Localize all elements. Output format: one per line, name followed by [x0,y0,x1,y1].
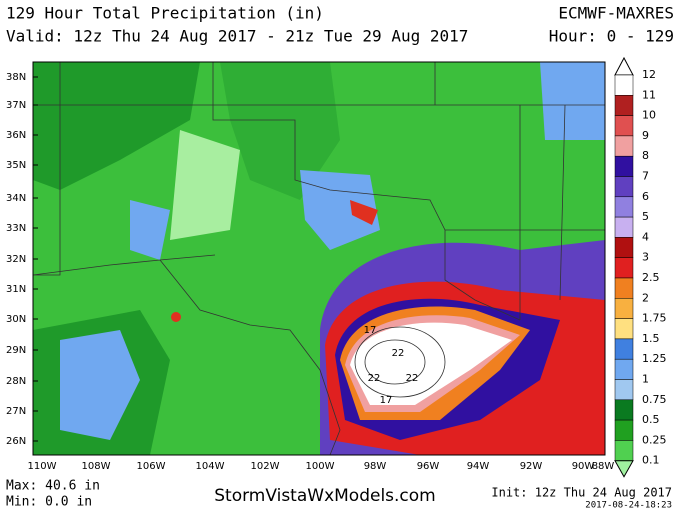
colorbar-label: 0.25 [642,433,667,446]
lat-label: 26N [6,436,26,447]
contour-label: 22 [368,373,381,384]
hour-range: Hour: 0 - 129 [549,27,674,46]
rain-area [60,330,140,440]
contour [354,326,446,398]
rain-area [130,200,170,260]
contour-label: 22 [392,348,405,359]
rain-area [33,62,200,190]
lon-label: 106W [137,461,166,472]
colorbar-swatch [614,399,634,421]
contour-labels: 17 22 22 22 17 [364,325,419,406]
contour [364,339,426,385]
contour-label: 17 [380,395,393,406]
colorbar-label: 4 [642,230,649,243]
colorbar-swatch [614,216,634,238]
colorbar-swatch [614,358,634,380]
map: 17 22 22 22 17 [32,61,606,456]
colorbar-label: 1.5 [642,332,660,345]
lon-label: 90W [572,461,595,472]
lat-label: 37N [6,100,26,111]
colorbar-label: 8 [642,149,649,162]
lat-label: 38N [6,72,26,83]
colorbar-label: 9 [642,129,649,142]
rain-area [170,130,240,240]
colorbar-swatch [614,196,634,218]
lat-label: 29N [6,345,26,356]
state-border [32,62,605,456]
lat-label: 30N [6,314,26,325]
colorbar-label: 1.75 [642,312,667,325]
lon-label: 96W [417,461,440,472]
colorbar-arrow [614,56,634,76]
colorbar-swatch [614,440,634,461]
rain-area [540,62,605,140]
init-time: Init: 12z Thu 24 Aug 2017 [491,486,672,500]
colorbar-swatch [614,379,634,401]
max-value: Max: 40.6 in [6,479,100,494]
rain-area [171,312,181,322]
lat-label: 27N [6,406,26,417]
lon-label: 108W [82,461,111,472]
lat-label: 28N [6,376,26,387]
lat-label: 31N [6,284,26,295]
lat-label: 34N [6,193,26,204]
lon-label: 88W [592,461,615,472]
colorbar-swatch [614,74,634,96]
lon-label: 100W [306,461,335,472]
colorbar-label: 0.75 [642,393,667,406]
colorbar-swatch [614,419,634,441]
lat-label: 36N [6,130,26,141]
lon-label: 102W [251,461,280,472]
colorbar-label: 0.5 [642,413,660,426]
colorbar-label: 7 [642,170,649,183]
colorbar-label: 2 [642,291,649,304]
storm-core [350,322,512,405]
colorbar-swatch [614,95,634,116]
lat-label: 35N [6,160,26,171]
colorbar-swatch [614,257,634,279]
colorbar-label: 3 [642,251,649,264]
contour-label: 17 [364,325,377,336]
lat-label: 33N [6,223,26,234]
colorbar-label: 6 [642,190,649,203]
title: 129 Hour Total Precipitation (in) [6,4,324,23]
rain-area [220,62,340,200]
timestamp: 2017-08-24-18:23 [585,501,672,510]
colorbar-swatch [614,237,634,258]
colorbar-swatch [614,277,634,299]
colorbar-swatch [614,318,634,340]
colorbar-swatch [614,135,634,157]
valid-time: Valid: 12z Thu 24 Aug 2017 - 21z Tue 29 … [6,27,468,46]
colorbar-swatch [614,115,634,137]
colorbar-label: 11 [642,88,656,101]
site: StormVistaWxModels.com [214,486,436,506]
colorbar: 12 11 10 9 8 7 6 5 4 3 2.5 2 1.75 1.5 1.25 1 0.75 0.5 0.25… [614,56,667,478]
colorbar-arrow [614,460,634,478]
rain-area [350,200,378,225]
colorbar-label: 0.1 [642,454,660,467]
lon-axis: 110W 108W 106W 104W 102W 100W 98W 96W 94W 92W 90W8… [28,461,615,472]
colorbar-swatch [614,176,634,198]
lon-label: 104W [196,461,225,472]
lat-label: 32N [6,254,26,265]
min-value: Min: 0.0 in [6,495,92,510]
lat-axis: 38N 37N 36N 35N 34N 33N 32N 31N 30N 29N 28N 27N 26N [6,72,38,447]
colorbar-label: 1 [642,373,649,386]
colorbar-swatch [614,298,634,319]
lon-label: 98W [364,461,387,472]
colorbar-label: 10 [642,109,656,122]
lon-label: 94W [467,461,490,472]
colorbar-label: 1.25 [642,352,667,365]
colorbar-label: 12 [642,68,656,81]
colorbar-label: 5 [642,210,649,223]
colorbar-label: 2.5 [642,271,660,284]
rain-area [300,170,380,250]
lon-label: 92W [520,461,543,472]
lon-label: 110W [28,461,57,472]
colorbar-swatch [614,338,634,360]
colorbar-swatch [614,155,634,177]
model: ECMWF-MAXRES [558,4,674,23]
contour-label: 22 [406,373,419,384]
